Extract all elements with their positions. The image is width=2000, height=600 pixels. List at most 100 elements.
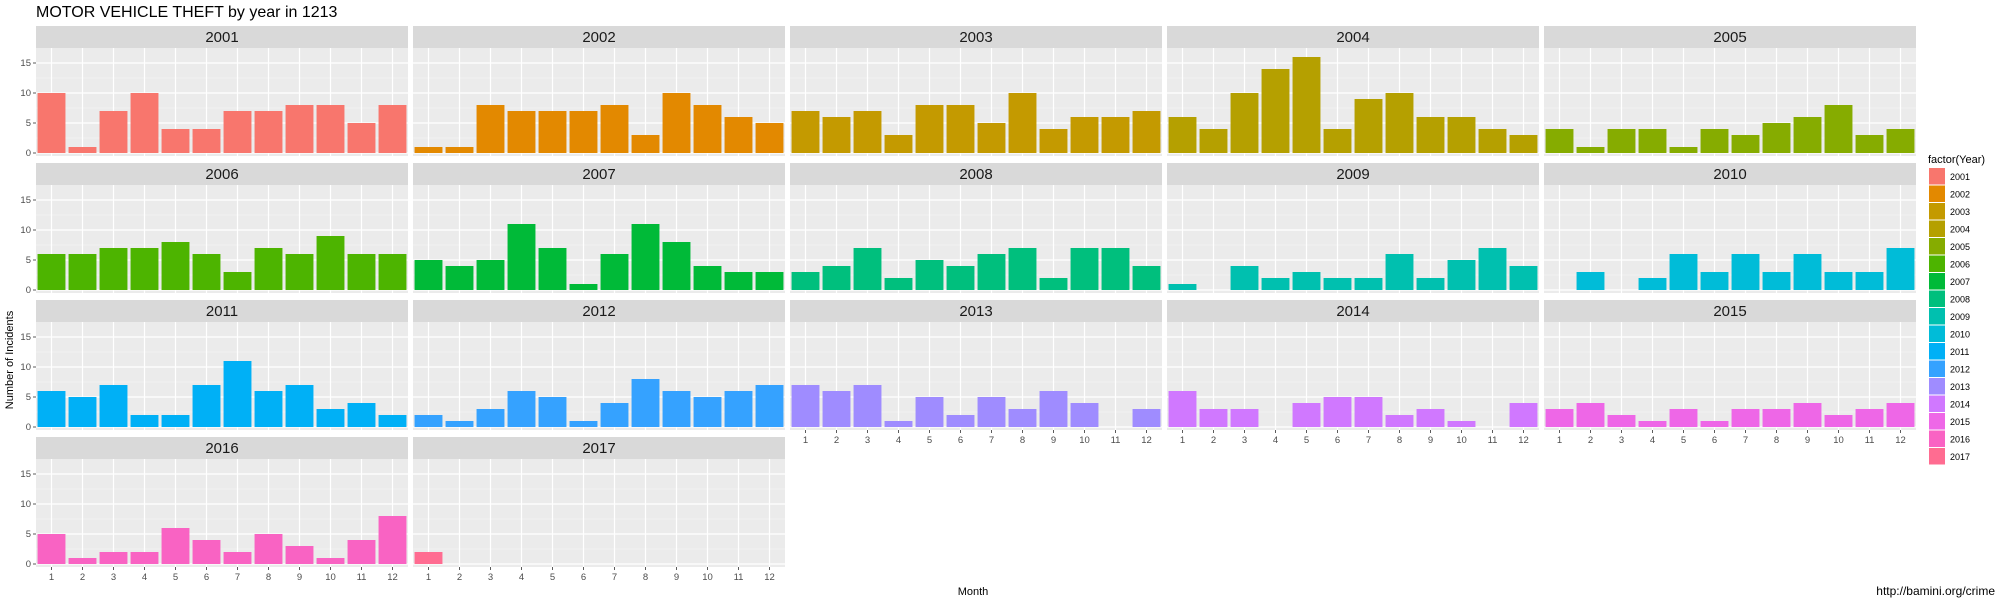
bar-2002-month-8 — [631, 135, 660, 153]
legend-label-2006: 2006 — [1950, 259, 1970, 269]
legend-key-2006 — [1929, 255, 1945, 272]
x-tick-label: 12 — [1141, 435, 1152, 446]
facet-strip-label: 2011 — [206, 303, 238, 320]
facet-panel-2009: 2009 — [1167, 163, 1539, 293]
bar-2012-month-11 — [724, 391, 753, 427]
x-tick-label: 4 — [1650, 435, 1655, 446]
facet-strip-label: 2001 — [205, 29, 238, 46]
bar-2017-month-1 — [414, 552, 443, 564]
bar-2013-month-3 — [853, 385, 882, 427]
facet-strip-label: 2006 — [205, 166, 238, 183]
bar-2012-month-9 — [662, 391, 691, 427]
bar-2011-month-6 — [192, 385, 221, 427]
bar-2002-month-12 — [755, 123, 784, 153]
bar-2002-month-4 — [507, 111, 536, 153]
bar-2008-month-10 — [1070, 248, 1099, 290]
y-tick-label: 0 — [26, 285, 31, 296]
x-tick-label: 5 — [173, 572, 178, 583]
bar-2016-month-10 — [316, 558, 345, 564]
bar-2015-month-3 — [1607, 415, 1636, 427]
x-tick-label: 11 — [1111, 435, 1121, 446]
bar-2004-month-12 — [1509, 135, 1538, 153]
bar-2004-month-8 — [1385, 93, 1414, 153]
facet-strip-label: 2007 — [582, 166, 615, 183]
bar-2003-month-5 — [915, 105, 944, 153]
x-tick-label: 1 — [49, 572, 54, 583]
bar-2012-month-4 — [507, 391, 536, 427]
bar-2012-month-7 — [600, 403, 629, 427]
x-tick-label: 11 — [357, 572, 367, 583]
bar-2007-month-3 — [476, 260, 505, 290]
y-tick-label: 0 — [26, 559, 31, 570]
facet-strip — [413, 437, 785, 459]
bar-2016-month-9 — [285, 546, 314, 564]
bar-2012-month-8 — [631, 379, 660, 427]
bar-2004-month-7 — [1354, 99, 1383, 153]
bar-2001-month-9 — [285, 105, 314, 153]
facet-strip-label: 2015 — [1713, 303, 1746, 320]
bar-2008-month-3 — [853, 248, 882, 290]
bar-2008-month-5 — [915, 260, 944, 290]
facet-strip-label: 2012 — [582, 303, 615, 320]
legend-key-2009 — [1929, 308, 1945, 325]
bar-2016-month-1 — [37, 534, 66, 564]
bar-2013-month-12 — [1132, 409, 1161, 427]
bar-2011-month-5 — [161, 415, 190, 427]
bar-2009-month-11 — [1478, 248, 1507, 290]
bar-2010-month-5 — [1669, 254, 1698, 290]
bar-2008-month-8 — [1008, 248, 1037, 290]
bar-2002-month-10 — [693, 105, 722, 153]
facet-strip-label: 2014 — [1336, 303, 1369, 320]
x-tick-label: 8 — [1020, 435, 1025, 446]
x-tick-label: 7 — [989, 435, 994, 446]
legend-key-2017 — [1929, 448, 1945, 465]
bar-2008-month-7 — [977, 254, 1006, 290]
facet-strip-label: 2009 — [1336, 166, 1369, 183]
bar-2001-month-8 — [254, 111, 283, 153]
legend-label-2004: 2004 — [1950, 224, 1970, 234]
bar-2003-month-11 — [1101, 117, 1130, 153]
bar-2009-month-1 — [1168, 284, 1197, 290]
bar-2005-month-6 — [1700, 129, 1729, 153]
source-caption: http://bamini.org/crime — [1876, 584, 1995, 598]
bar-2003-month-1 — [791, 111, 820, 153]
bar-2009-month-8 — [1385, 254, 1414, 290]
bar-2004-month-1 — [1168, 117, 1197, 153]
legend-label-2010: 2010 — [1950, 329, 1970, 339]
x-tick-label: 2 — [1211, 435, 1216, 446]
bar-2003-month-4 — [884, 135, 913, 153]
bar-2007-month-7 — [600, 254, 629, 290]
bar-2001-month-4 — [130, 93, 159, 153]
x-tick-label: 11 — [1865, 435, 1875, 446]
y-tick-label: 5 — [26, 118, 31, 129]
bar-2007-month-5 — [538, 248, 567, 290]
facet-strip — [36, 26, 408, 48]
bar-2003-month-6 — [946, 105, 975, 153]
legend-label-2002: 2002 — [1950, 189, 1970, 199]
x-tick-label: 8 — [266, 572, 271, 583]
bar-2016-month-3 — [99, 552, 128, 564]
facet-panel-2003: 2003 — [790, 26, 1162, 156]
legend-title: factor(Year) — [1928, 154, 1985, 166]
bar-2007-month-11 — [724, 272, 753, 290]
bar-2001-month-12 — [378, 105, 407, 153]
x-tick-label: 10 — [325, 572, 336, 583]
bar-2008-month-2 — [822, 266, 851, 290]
x-tick-label: 11 — [734, 572, 744, 583]
x-tick-label: 1 — [1557, 435, 1562, 446]
legend-label-2012: 2012 — [1950, 364, 1970, 374]
x-tick-label: 8 — [643, 572, 648, 583]
facet-strip — [1167, 300, 1539, 322]
bar-2014-month-9 — [1416, 409, 1445, 427]
bar-2007-month-10 — [693, 266, 722, 290]
bar-2003-month-7 — [977, 123, 1006, 153]
x-tick-label: 7 — [1743, 435, 1748, 446]
facet-panel-2002: 2002 — [413, 26, 785, 156]
bar-2012-month-1 — [414, 415, 443, 427]
facet-strip — [1167, 163, 1539, 185]
facet-strip-label: 2017 — [582, 440, 615, 457]
bar-2011-month-7 — [223, 361, 252, 427]
bar-2005-month-5 — [1669, 147, 1698, 153]
x-tick-label: 12 — [1895, 435, 1906, 446]
